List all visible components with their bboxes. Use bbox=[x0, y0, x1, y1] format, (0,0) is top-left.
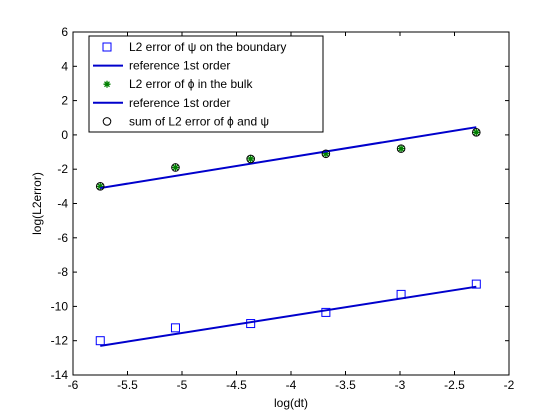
legend-entry: reference 1st order bbox=[93, 59, 230, 73]
data-point-circle bbox=[396, 144, 406, 153]
y-tick-label: 0 bbox=[61, 128, 68, 142]
legend-label: reference 1st order bbox=[129, 59, 230, 73]
legend-label: sum of L2 error of ϕ and ψ bbox=[129, 114, 269, 128]
x-tick-label: -4 bbox=[286, 378, 297, 392]
legend-entry: L2 error of ϕ in the bulk bbox=[103, 77, 253, 91]
data-point-star bbox=[397, 145, 405, 153]
axis-ticks: -6 -5.5 -5 -4.5 -4 -3.5 -3 -2.5 -2 -14 -12 -10 -8 -6 -… bbox=[51, 25, 515, 392]
data-point-circle bbox=[472, 128, 481, 137]
legend-swatch-star bbox=[103, 80, 111, 88]
legend-entry: L2 error of ψ on the boundary bbox=[102, 40, 286, 54]
y-tick-label: -8 bbox=[57, 265, 68, 279]
data-point-circle bbox=[321, 149, 331, 159]
y-tick-label: -10 bbox=[51, 299, 69, 313]
legend-swatch-circle bbox=[102, 117, 112, 126]
y-tick-label: -6 bbox=[57, 231, 68, 245]
data-point-square bbox=[170, 323, 180, 333]
data-point-star bbox=[96, 182, 104, 190]
series-1 bbox=[100, 285, 477, 347]
data-point-star bbox=[472, 128, 480, 136]
y-axis-label: log(L2error) bbox=[30, 172, 44, 235]
data-point-star bbox=[322, 150, 330, 158]
y-tick-label: -4 bbox=[57, 197, 68, 211]
x-tick-label: -2.5 bbox=[444, 378, 465, 392]
x-tick-label: -5 bbox=[177, 378, 188, 392]
x-tick-label: -6 bbox=[68, 378, 79, 392]
legend-label: L2 error of ϕ in the bulk bbox=[129, 77, 253, 91]
reference-line bbox=[100, 126, 477, 190]
x-tick-label: -5.5 bbox=[117, 378, 138, 392]
y-tick-label: 4 bbox=[61, 59, 68, 73]
axes-frame bbox=[72, 31, 510, 376]
x-tick-label: -3.5 bbox=[335, 378, 356, 392]
legend-entry: reference 1st order bbox=[93, 96, 230, 110]
x-tick-label: -4.5 bbox=[226, 378, 247, 392]
y-tick-label: -14 bbox=[51, 368, 69, 382]
data-point-circle bbox=[95, 182, 105, 191]
data-point-circle bbox=[171, 163, 180, 172]
data-point-square bbox=[95, 336, 105, 346]
legend-label: L2 error of ψ on the boundary bbox=[129, 40, 286, 54]
data-point-square bbox=[321, 307, 331, 317]
y-tick-label: 2 bbox=[61, 94, 68, 108]
series-2 bbox=[96, 128, 480, 190]
data-point-star bbox=[247, 155, 255, 163]
x-tick-label: -2 bbox=[504, 378, 515, 392]
data-point-star bbox=[171, 163, 179, 171]
data-point-circle bbox=[246, 154, 255, 164]
legend-box bbox=[88, 35, 324, 133]
series-4 bbox=[95, 128, 481, 191]
legend-label: reference 1st order bbox=[129, 96, 230, 110]
reference-line bbox=[100, 285, 477, 347]
data-point-square bbox=[471, 279, 481, 289]
legend: L2 error of ψ on the boundary reference 1… bbox=[88, 35, 324, 133]
y-tick-label: -12 bbox=[51, 334, 69, 348]
y-tick-label: 6 bbox=[61, 25, 68, 39]
series-3 bbox=[100, 126, 477, 190]
x-tick-label: -3 bbox=[395, 378, 406, 392]
data-series bbox=[95, 126, 481, 347]
legend-entry: sum of L2 error of ϕ and ψ bbox=[102, 114, 269, 128]
x-axis-label: log(dt) bbox=[274, 396, 308, 410]
legend-swatch-square bbox=[102, 42, 112, 52]
series-0 bbox=[95, 279, 481, 346]
y-tick-label: -2 bbox=[57, 162, 68, 176]
